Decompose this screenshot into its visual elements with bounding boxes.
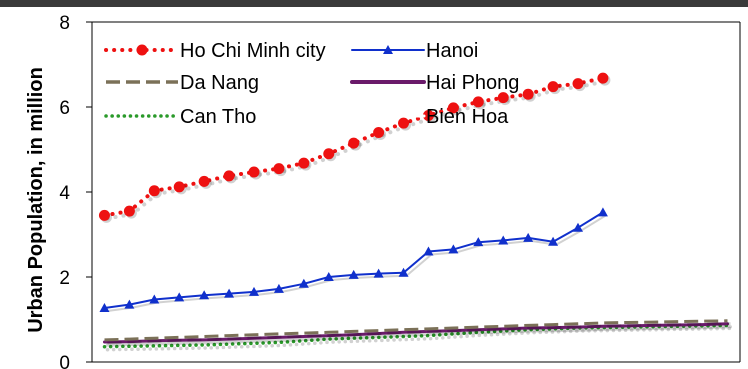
data-point [149, 294, 160, 304]
series-shadow [105, 326, 733, 352]
data-point [522, 88, 534, 100]
data-point [597, 72, 609, 84]
y-tick-label: 6 [59, 98, 70, 119]
series-ho-chi-minh-city [98, 72, 611, 223]
data-point [173, 181, 185, 193]
legend-label: Hai Phong [426, 72, 519, 94]
data-point [398, 267, 409, 277]
data-point [323, 148, 335, 160]
data-point [447, 102, 459, 114]
series-hai-phong [103, 322, 732, 347]
data-point [123, 205, 135, 217]
data-point [124, 299, 135, 309]
data-point [498, 235, 509, 245]
axes: 0 2 4 6 8 [59, 13, 741, 369]
y-tick-label: 2 [59, 268, 70, 289]
legend-label: Can Tho [180, 106, 256, 128]
data-point [548, 236, 559, 246]
data-point [373, 127, 385, 138]
data-point [373, 268, 384, 278]
data-point [249, 286, 259, 296]
data-point [348, 269, 359, 279]
data-point [597, 207, 608, 217]
data-point [224, 288, 235, 298]
data-point [422, 110, 434, 121]
data-point [573, 222, 583, 232]
data-point [398, 117, 410, 129]
legend-label: Hanoi [426, 40, 478, 62]
series-shadow [105, 79, 608, 221]
legend: Ho Chi Minh city Hanoi Da Nang Hai Phong Can… [104, 40, 519, 128]
data-point [273, 283, 284, 293]
y-tick-label: 4 [59, 183, 70, 204]
legend-marker [136, 44, 148, 56]
data-point [572, 78, 584, 90]
data-point [547, 81, 559, 93]
series-hanoi [99, 207, 608, 313]
legend-label: Da Nang [180, 72, 259, 94]
data-point [323, 272, 334, 281]
legend-item-bien-hoa: Bien Hoa [350, 106, 509, 128]
data-point [98, 209, 110, 221]
top-dark-bar [0, 0, 748, 7]
data-point [298, 157, 310, 169]
data-point [198, 175, 210, 187]
series-da-nang [104, 319, 731, 345]
data-point [298, 278, 309, 288]
y-tick-label: 0 [59, 353, 70, 369]
series-line [102, 76, 605, 218]
series-shadow [106, 325, 732, 347]
legend-item-hanoi: Hanoi [351, 40, 478, 62]
legend-item-can-tho: Can Tho [104, 106, 256, 128]
data-point [223, 170, 235, 182]
data-point [423, 246, 434, 256]
data-point [473, 237, 484, 247]
data-point [199, 290, 210, 300]
series-layer [98, 72, 733, 352]
legend-item-hai-phong: Hai Phong [350, 72, 519, 94]
legend-label: Bien Hoa [426, 106, 509, 128]
y-axis-label: Urban Population, in million [25, 67, 47, 333]
data-point [497, 92, 509, 104]
data-point [523, 232, 534, 242]
legend-item-da-nang: Da Nang [106, 72, 259, 94]
series-line [104, 319, 728, 342]
data-point [174, 292, 185, 302]
series-line [103, 322, 729, 344]
data-point [248, 166, 260, 178]
y-tick-label: 8 [59, 13, 70, 34]
legend-label: Ho Chi Minh city [180, 40, 326, 62]
data-point [99, 303, 110, 313]
data-point [273, 163, 285, 175]
series-shadow [107, 322, 731, 345]
data-point [348, 137, 360, 149]
legend-marker [383, 45, 393, 54]
data-point [448, 244, 459, 254]
legend-item-ho-chi-minh-city: Ho Chi Minh city [104, 40, 326, 62]
data-point [472, 96, 484, 108]
data-point [148, 185, 160, 197]
